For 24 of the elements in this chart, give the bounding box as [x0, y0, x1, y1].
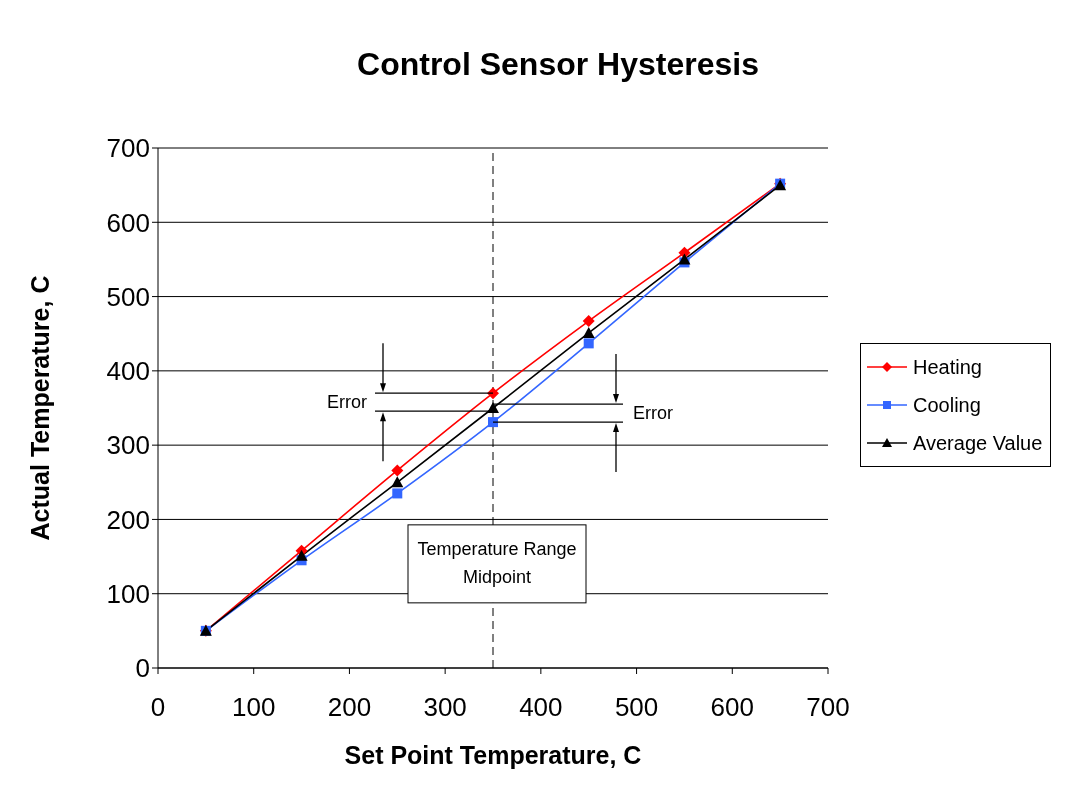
x-tick-label: 100 [232, 692, 276, 723]
x-tick-label: 700 [806, 692, 850, 723]
y-tick-label: 100 [106, 578, 150, 609]
x-axis-title: Set Point Temperature, C [344, 741, 642, 769]
annotation: Error [327, 392, 367, 413]
y-tick-label: 600 [106, 207, 150, 238]
y-tick-label: 300 [106, 430, 150, 461]
y-tick-label: 200 [106, 504, 150, 535]
chart-title: Control Sensor Hysteresis [356, 46, 760, 83]
x-tick-label: 400 [519, 692, 563, 723]
y-axis-title: Actual Temperature, C [25, 275, 54, 541]
ref-line-label: Temperature Range Midpoint [417, 538, 577, 587]
x-tick-label: 200 [327, 692, 372, 723]
y-tick-label: 0 [135, 653, 150, 684]
x-tick-label: 600 [710, 692, 754, 723]
x-tick-label: 500 [614, 692, 659, 723]
y-tick-label: 700 [106, 133, 150, 164]
legend-label: Cooling [913, 393, 981, 418]
legend-label: Average Value [913, 431, 1043, 456]
legend-label: Heating [913, 355, 982, 380]
y-tick-label: 400 [106, 356, 150, 387]
y-tick-label: 500 [106, 281, 150, 312]
x-tick-label: 300 [423, 692, 467, 723]
annotation: Error [633, 403, 673, 424]
